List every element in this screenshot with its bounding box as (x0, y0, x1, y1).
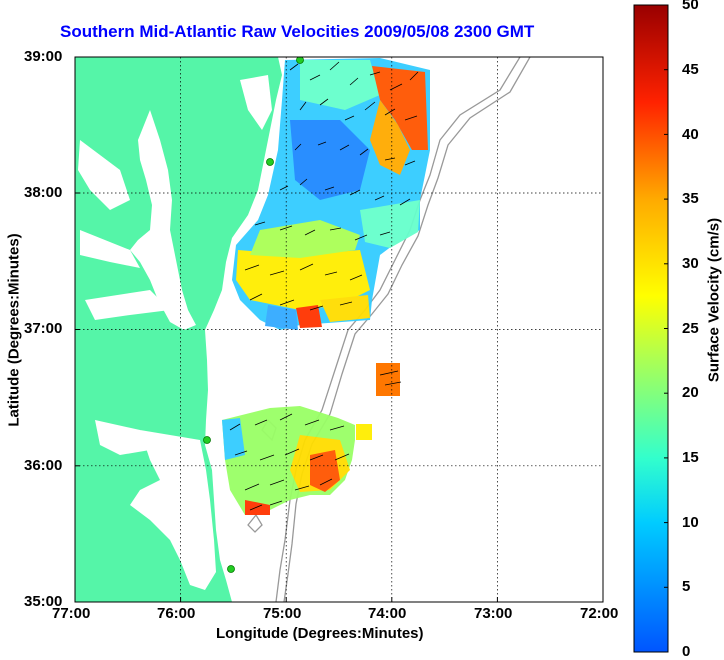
velocity-arrows (229, 61, 419, 511)
y-tick-label: 36:00 (24, 457, 63, 474)
colorbar-label: Surface Velocity (cm/s) (705, 217, 723, 383)
colorbar-tick-label: 0 (682, 643, 691, 660)
station-marker (296, 57, 304, 64)
colorbar-tick-label: 35 (682, 190, 699, 207)
colorbar-tick-label: 15 (682, 449, 699, 466)
colorbar-tick-label: 45 (682, 61, 699, 78)
velocity-field-north (232, 58, 430, 330)
station-marker (203, 436, 211, 444)
colorbar-tick-label: 10 (682, 514, 699, 531)
x-tick-label: 76:00 (157, 605, 196, 622)
x-tick-label: 72:00 (580, 605, 619, 622)
colorbar-tick-label: 5 (682, 578, 691, 595)
station-markers (203, 57, 304, 573)
map-title: Southern Mid-Atlantic Raw Velocities 200… (60, 22, 535, 41)
chesapeake-bay (130, 110, 196, 330)
x-tick-label: 75:00 (263, 605, 302, 622)
colorbar-tick-label: 25 (682, 320, 699, 337)
station-marker (227, 565, 235, 573)
x-tick-label: 74:00 (368, 605, 407, 622)
colorbar (633, 4, 669, 653)
x-tick-label: 73:00 (474, 605, 513, 622)
y-tick-label: 35:00 (24, 593, 63, 610)
colorbar-tick-label: 30 (682, 255, 699, 272)
grid-lines (75, 57, 603, 602)
colorbar-tick-label: 40 (682, 126, 699, 143)
colorbar-tick-label: 20 (682, 384, 699, 401)
velocity-field-south (222, 406, 372, 515)
y-tick-label: 39:00 (24, 48, 63, 65)
pamlico-sound (130, 430, 216, 590)
x-axis-label: Longitude (Degrees:Minutes) (216, 625, 424, 642)
station-marker (266, 158, 274, 166)
y-tick-label: 38:00 (24, 184, 63, 201)
velocity-patch-east (376, 363, 400, 396)
y-tick-label: 37:00 (24, 320, 63, 337)
colorbar-tick-label: 50 (682, 0, 699, 13)
y-axis-label: Latitude (Degrees:Minutes) (5, 233, 23, 427)
x-tick-label: 77:00 (52, 605, 91, 622)
